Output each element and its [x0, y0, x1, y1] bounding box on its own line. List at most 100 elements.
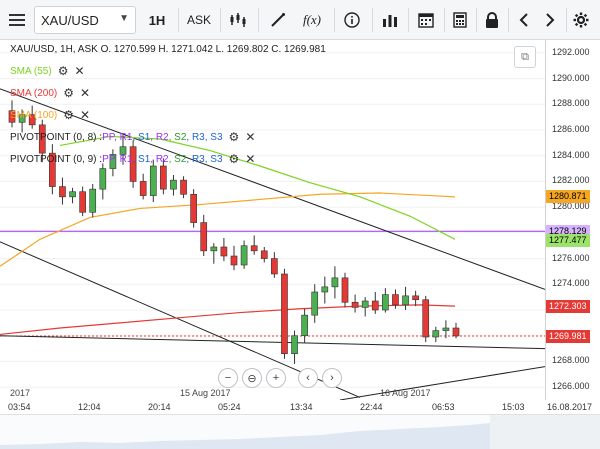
chart-area[interactable]: 2017 15 Aug 2017 16 Aug 2017 XAU/USD, 1H, … — [0, 40, 600, 449]
pivot-part-r2: , R2 — [150, 131, 169, 143]
price-type-button[interactable]: ASK — [186, 13, 211, 27]
time-tick: 06:53 — [432, 402, 455, 412]
price-axis[interactable]: 1292.000 1290.000 1288.000 1286.000 1284.000… — [545, 40, 600, 400]
indicators-button[interactable]: f(x) — [302, 12, 322, 27]
lower-rising-line — [339, 366, 545, 400]
toolbar: XAU/USD ▼ 1H ASK f(x) — [0, 0, 600, 40]
legend-pivot-0-9: PIVOTPOINT (0, 9) : PP, R1, S1, R2, S2, … — [10, 152, 256, 166]
time-axis[interactable]: 03:54 12:04 20:14 05:24 13:34 22:44 06:53 15:03 — [0, 400, 545, 414]
close-icon[interactable]: ✕ — [80, 108, 91, 122]
gear-icon[interactable]: ⚙ — [228, 130, 240, 144]
candle-body — [8, 110, 16, 123]
candle-body — [260, 250, 268, 259]
gear-icon[interactable]: ⚙ — [57, 64, 69, 78]
scroll-left-icon[interactable]: ‹ — [298, 368, 318, 388]
candle-body — [109, 154, 117, 169]
lock-icon[interactable] — [480, 6, 504, 34]
info-icon[interactable] — [340, 6, 364, 34]
zoom-reset-icon[interactable]: ⊖ — [242, 368, 262, 388]
legend-pivot-0-8: PIVOTPOINT (0, 8) : PP, R1, S1, R2, S2, … — [10, 130, 256, 144]
gear-icon[interactable]: ⚙ — [228, 152, 240, 166]
pivot-part-s1: , S1 — [132, 153, 151, 165]
candle-body — [341, 277, 349, 303]
symbol-label: XAU/USD — [41, 13, 99, 28]
date-label: 16 Aug 2017 — [380, 388, 431, 398]
navigator[interactable] — [0, 414, 600, 449]
candle-body — [331, 277, 339, 288]
pivot-part-s3: , S3 — [204, 153, 223, 165]
timeframe-button[interactable]: 1H — [148, 12, 166, 28]
legend-sma-200: SMA (200) ⚙ ✕ — [10, 86, 90, 100]
price-tick: 1276.000 — [552, 252, 590, 263]
candle-body — [230, 255, 238, 266]
popout-icon[interactable]: ⧉ — [514, 46, 536, 68]
draw-tool-icon[interactable] — [266, 6, 290, 34]
legend-label: PIVOTPOINT (0, 8) — [10, 131, 97, 143]
legend-label: PIVOTPOINT (0, 9) — [10, 153, 97, 165]
grid — [0, 52, 545, 388]
time-tick: 13:34 — [290, 402, 313, 412]
close-icon[interactable]: ✕ — [245, 152, 256, 166]
legend-label: SMA (55) — [10, 65, 52, 77]
candle-body — [422, 299, 430, 338]
sma-200-line — [0, 304, 456, 336]
candle-body — [28, 114, 36, 126]
candle-body — [402, 295, 409, 306]
time-tick: 05:24 — [218, 402, 241, 412]
time-tick: 12:04 — [78, 402, 101, 412]
chart-type-icon[interactable] — [226, 6, 250, 34]
chevron-left-icon[interactable] — [514, 6, 534, 34]
candle-body — [149, 165, 157, 196]
close-icon[interactable]: ✕ — [80, 86, 91, 100]
price-tick: 1268.000 — [552, 355, 590, 366]
gear-icon[interactable]: ⚙ — [63, 86, 75, 100]
close-icon[interactable]: ✕ — [245, 130, 256, 144]
candle-body — [311, 291, 319, 316]
candle-body — [69, 191, 76, 198]
candle-body — [442, 327, 450, 331]
candle-body — [392, 294, 399, 306]
navigator-sparkline — [0, 415, 600, 449]
chevron-right-icon[interactable] — [540, 6, 560, 34]
pivot-part-pp: PP — [102, 131, 115, 143]
candle-body — [271, 258, 278, 275]
pivot-part-s3: , S3 — [204, 131, 223, 143]
calendar-icon[interactable] — [414, 6, 438, 34]
channel-upper — [0, 88, 545, 290]
close-icon[interactable]: ✕ — [74, 64, 85, 78]
pivot-parts: PP, R1, S1, R2, S2, R3, S3 — [102, 154, 222, 165]
time-tick: 20:14 — [148, 402, 171, 412]
price-tick: 1292.000 — [552, 46, 590, 57]
volume-icon[interactable] — [378, 6, 402, 34]
candle-body — [119, 146, 127, 155]
price-tag: 1272.303 — [546, 300, 590, 314]
candle-body — [412, 295, 419, 301]
scroll-right-icon[interactable]: › — [322, 368, 342, 388]
price-tag: 1269.981 — [546, 329, 590, 343]
legend-label: SMA (100) — [10, 109, 58, 121]
menu-icon[interactable] — [6, 6, 28, 34]
candle-body — [382, 294, 389, 311]
candle-body — [38, 124, 46, 154]
price-tag: 1277.477 — [546, 233, 590, 247]
ohlc-header: XAU/USD, 1H, ASK O. 1270.599 H. 1271.042… — [10, 44, 326, 55]
candle-body — [59, 186, 66, 198]
candle-body — [371, 300, 379, 311]
gear-icon[interactable]: ⚙ — [63, 108, 75, 122]
price-tick: 1282.000 — [552, 175, 590, 186]
price-tick: 1290.000 — [552, 72, 590, 83]
calculator-icon[interactable] — [448, 6, 472, 34]
zoom-in-icon[interactable]: + — [266, 368, 286, 388]
pivot-part-r3: , R3 — [186, 153, 205, 165]
candle-body — [18, 114, 26, 123]
trendlines — [0, 88, 545, 400]
candle-body — [301, 314, 308, 337]
gear-icon[interactable] — [570, 6, 592, 34]
candle-body — [190, 193, 197, 223]
symbol-selector[interactable]: XAU/USD ▼ — [34, 6, 136, 34]
time-tick: 15:03 — [502, 402, 525, 412]
candle-body — [160, 165, 167, 190]
pivot-part-s1: , S1 — [132, 131, 151, 143]
zoom-out-icon[interactable]: − — [218, 368, 238, 388]
